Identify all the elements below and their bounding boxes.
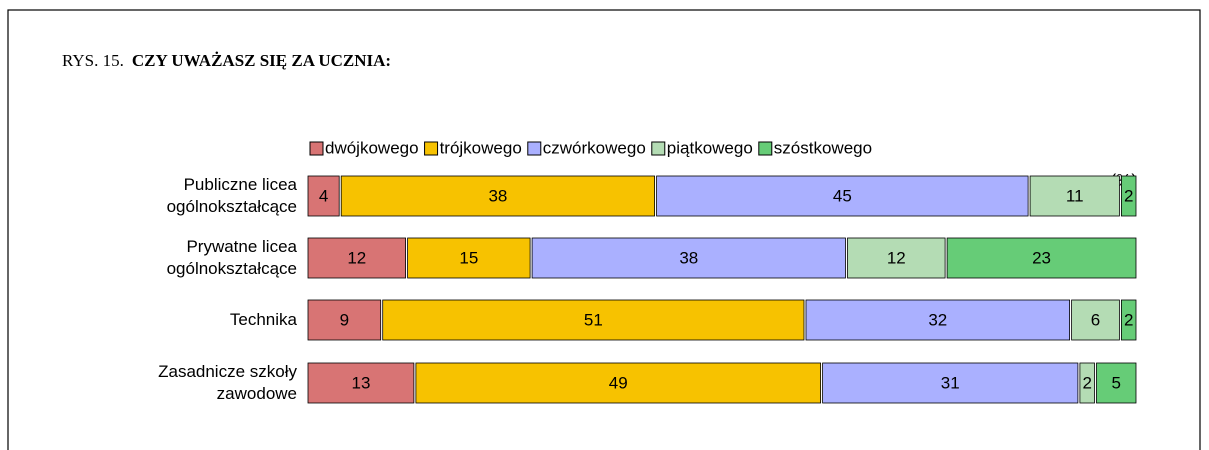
bar-segment [805,299,1071,341]
bar-segment [307,362,415,404]
bar-segment [1121,175,1137,217]
bar-segment [382,299,805,341]
legend-swatch [424,141,439,156]
value-label: 2 [1082,373,1091,392]
legend-label: szóstkowego [774,138,872,157]
legend-label: czwórkowego [543,138,646,157]
bar-segment [1096,362,1137,404]
value-label: 12 [887,248,906,267]
bar-segment [340,175,656,217]
legend-label: dwójkowego [325,138,419,157]
legend-swatch [651,141,666,156]
value-label: 2 [1124,186,1133,205]
legend-swatch [309,141,324,156]
value-label: 12 [347,248,366,267]
value-label: 11 [1066,186,1084,205]
value-label: 13 [351,373,370,392]
bar-segment [822,362,1079,404]
category-label: Technika [229,310,297,329]
chart-title-group: RYS. 15. CZY UWAŻASZ SIĘ ZA UCZNIA: [62,51,391,70]
value-label: 6 [1091,310,1100,329]
value-label: 45 [833,186,852,205]
bar-segment [946,237,1137,279]
bar-segment [307,237,406,279]
value-label: 31 [941,373,960,392]
legend-swatch [758,141,773,156]
bar-segment [415,362,822,404]
legend-label: trójkowego [440,138,522,157]
value-label: 2 [1124,310,1133,329]
chart-title: CZY UWAŻASZ SIĘ ZA UCZNIA: [132,51,391,70]
value-label: 23 [1032,248,1051,267]
bar-segment [1071,299,1120,341]
bar-segment [1121,299,1137,341]
frame [7,9,1201,450]
figure-label: RYS. 15. [62,51,124,70]
value-label: 9 [340,310,349,329]
value-label: 32 [928,310,947,329]
value-label: 15 [459,248,478,267]
bar-segment [307,175,340,217]
category-label: Zasadnicze szkoły zawodowe [158,362,297,403]
bar-segment [1079,362,1095,404]
value-label: 38 [679,248,698,267]
legend-swatch [527,141,542,156]
value-label: 51 [584,310,603,329]
value-label: 5 [1112,373,1121,392]
bar-segment [407,237,531,279]
bar-segment [1029,175,1120,217]
category-label: Prywatne licea ogólnokształcące [166,237,297,278]
bar-segment [847,237,946,279]
value-label: 49 [609,373,628,392]
category-label: Publiczne licea ogólnokształcące [166,175,297,216]
legend-label: piątkowego [667,138,753,157]
bar-segment [531,237,846,279]
bar-segment [307,299,382,341]
value-label: 38 [488,186,507,205]
value-label: 4 [319,186,328,205]
bar-segment [656,175,1029,217]
